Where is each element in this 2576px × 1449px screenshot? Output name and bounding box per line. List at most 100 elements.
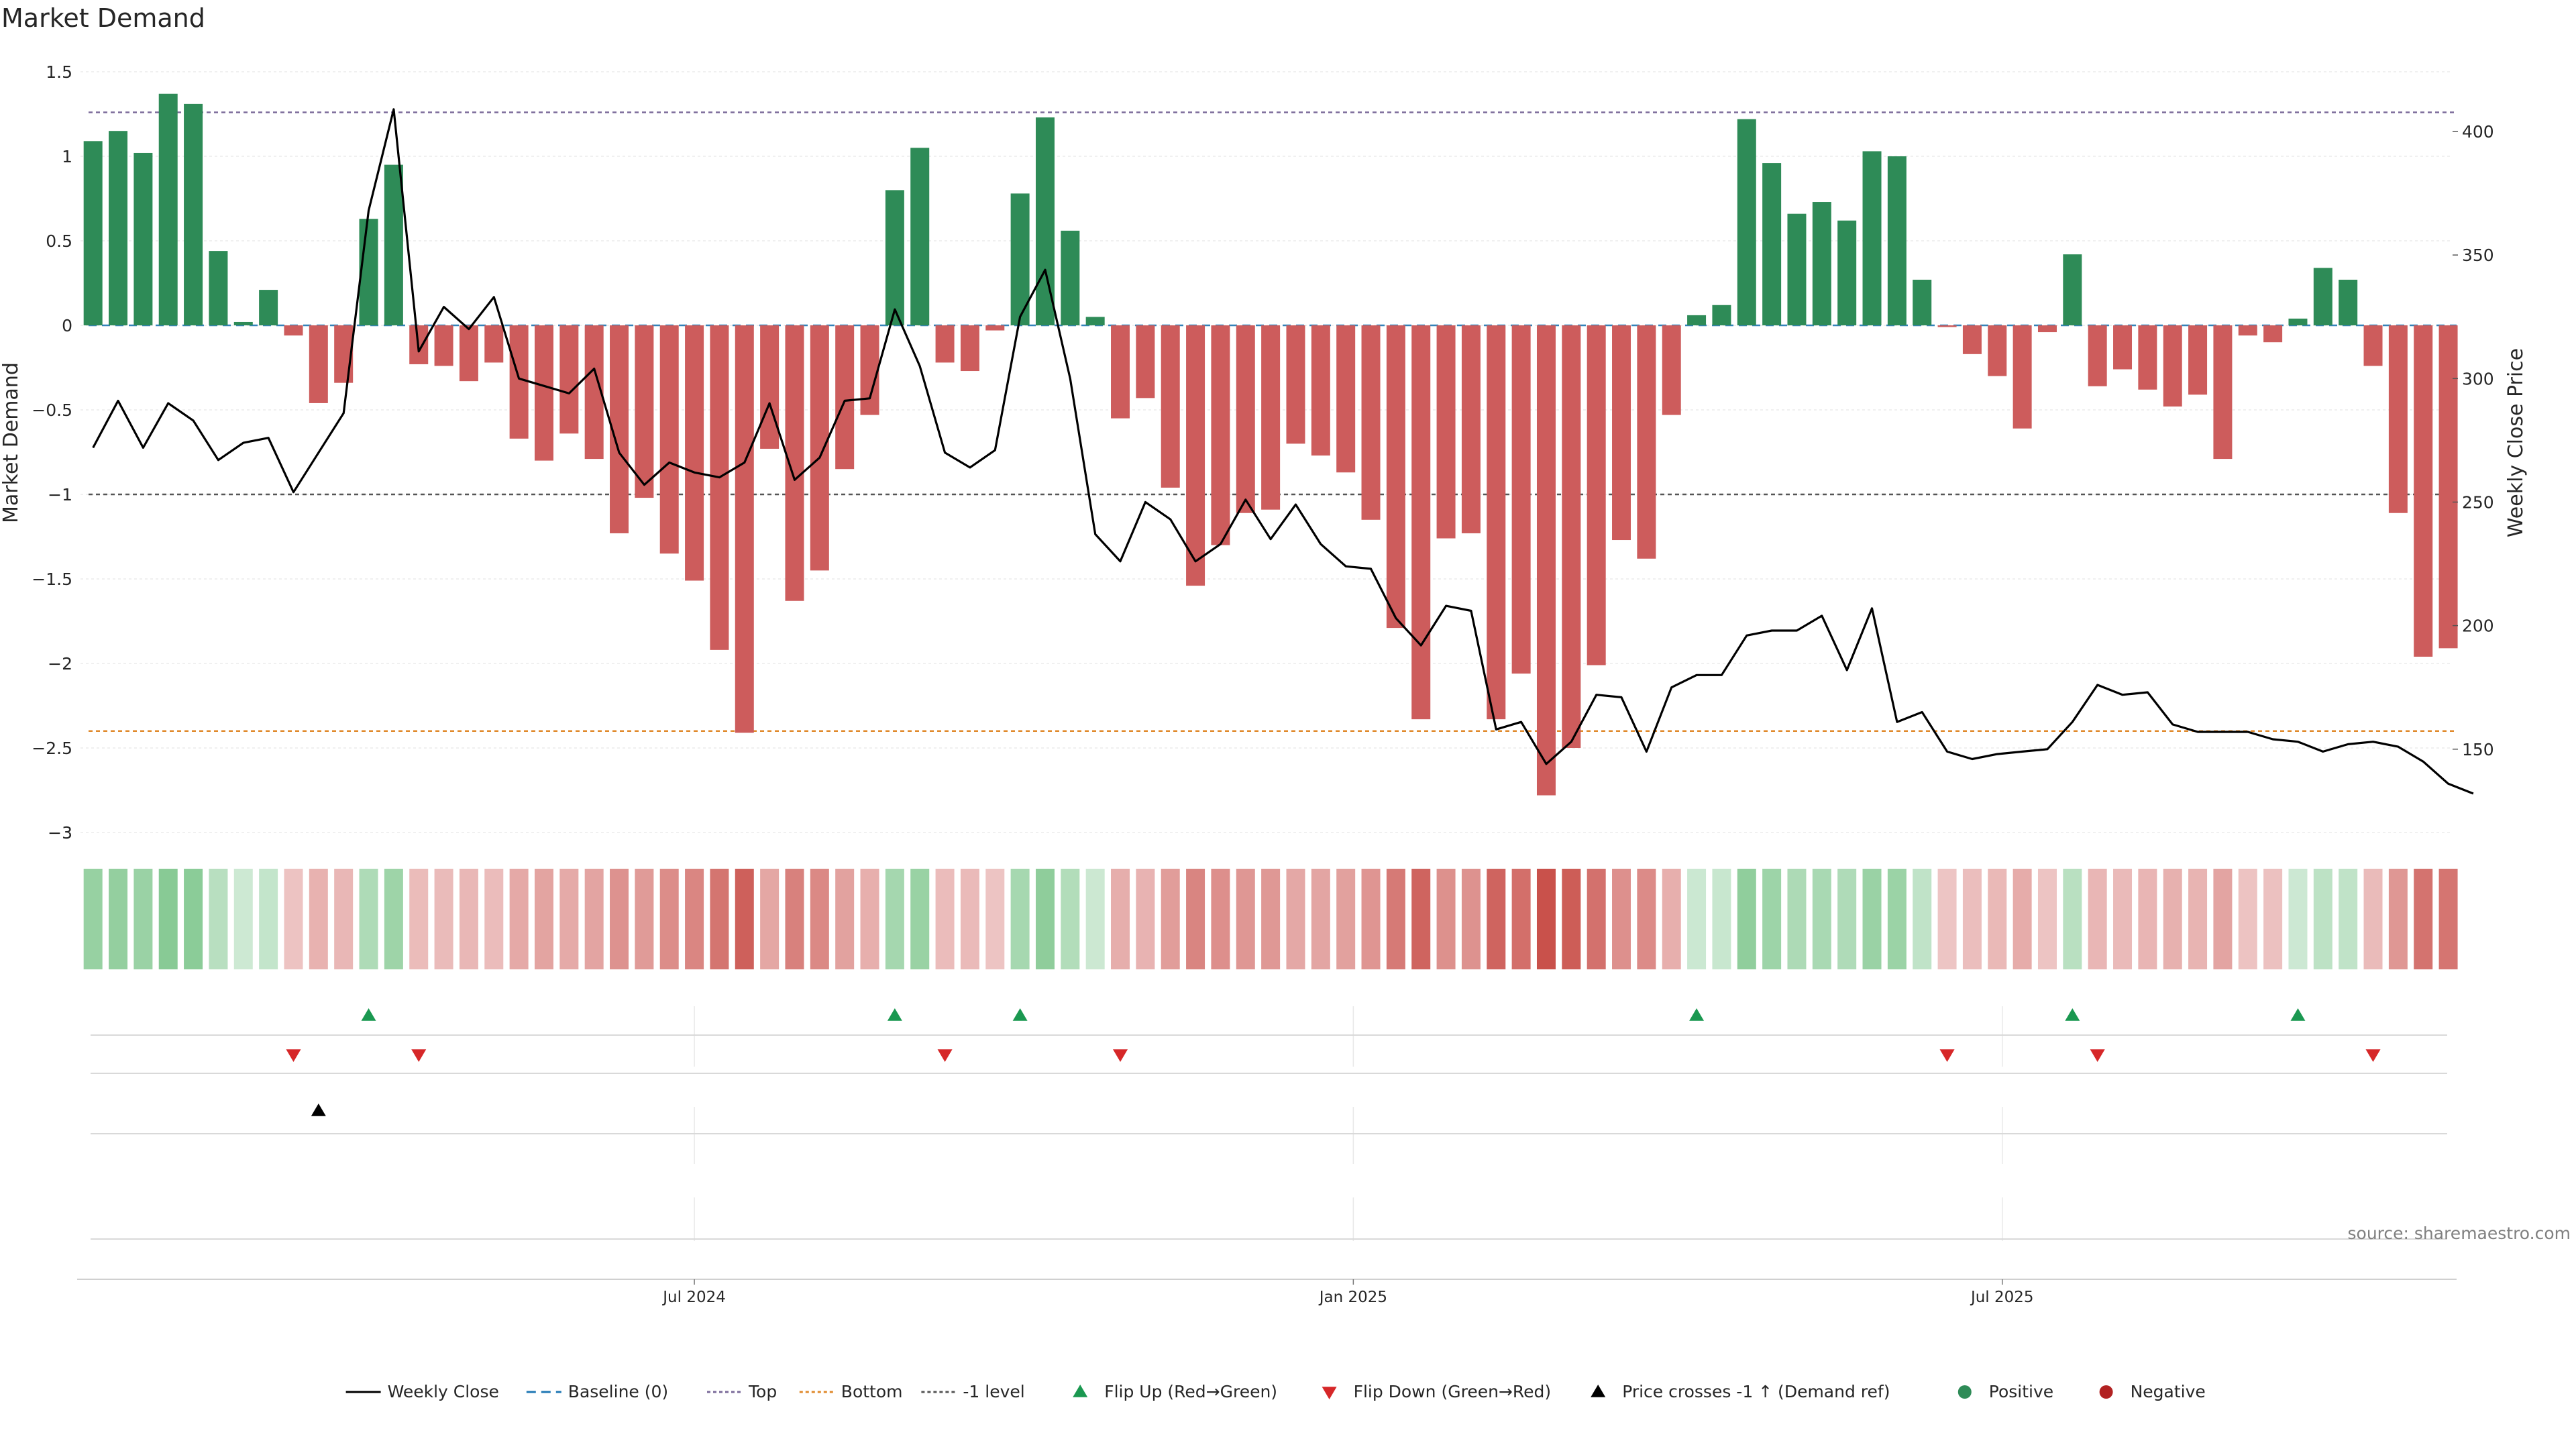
demand-bar bbox=[960, 325, 979, 372]
heat-cell bbox=[1962, 869, 1982, 969]
demand-bar bbox=[109, 131, 128, 325]
demand-bar bbox=[2238, 325, 2257, 336]
price-line-layer bbox=[92, 108, 2474, 795]
heat-cell bbox=[1361, 869, 1381, 969]
demand-bar bbox=[710, 325, 729, 650]
demand-bar bbox=[1988, 325, 2007, 376]
flip-down-marker bbox=[2365, 1049, 2381, 1062]
flip-up-marker bbox=[1012, 1008, 1028, 1021]
flip-up-marker bbox=[2290, 1008, 2306, 1021]
demand-bar bbox=[1311, 325, 1330, 456]
demand-bar bbox=[2213, 325, 2233, 460]
demand-bar bbox=[1411, 325, 1431, 720]
demand-bar bbox=[1536, 325, 1556, 796]
legend-item: -1 level bbox=[921, 1382, 1025, 1401]
demand-bar bbox=[259, 290, 278, 325]
demand-bar bbox=[484, 325, 504, 363]
demand-bar bbox=[83, 141, 103, 325]
legend-item: Negative bbox=[2099, 1382, 2206, 1401]
heat-cell bbox=[484, 869, 504, 969]
y2-axis-label: Weekly Close Price bbox=[2504, 348, 2528, 537]
heat-cell bbox=[1637, 869, 1656, 969]
demand-bar bbox=[459, 325, 478, 382]
demand-bar bbox=[985, 325, 1005, 331]
demand-bar bbox=[1712, 305, 1731, 325]
heat-cell bbox=[133, 869, 153, 969]
demand-bar bbox=[2363, 325, 2383, 366]
heat-cell bbox=[885, 869, 904, 969]
event-rows bbox=[91, 1006, 2447, 1241]
legend-item: Top bbox=[707, 1382, 777, 1401]
heat-cell bbox=[1261, 869, 1281, 969]
demand-bar bbox=[2163, 325, 2182, 407]
heat-cell bbox=[1887, 869, 1907, 969]
heat-cell bbox=[835, 869, 855, 969]
y-tick-label: 0.5 bbox=[46, 231, 72, 251]
heat-cell bbox=[1587, 869, 1606, 969]
heat-cell bbox=[1487, 869, 1506, 969]
legend-swatch bbox=[1073, 1385, 1088, 1397]
demand-bar bbox=[1887, 156, 1907, 325]
demand-bar bbox=[1061, 230, 1080, 325]
legend-label: Negative bbox=[2131, 1382, 2206, 1401]
demand-bar bbox=[284, 325, 303, 336]
demand-bar bbox=[1511, 325, 1531, 674]
heat-cell bbox=[1812, 869, 1831, 969]
flip-down-marker bbox=[411, 1049, 427, 1062]
heat-cell bbox=[559, 869, 579, 969]
heat-cell bbox=[584, 869, 604, 969]
heat-cell bbox=[334, 869, 354, 969]
y-axis-label: Market Demand bbox=[0, 362, 23, 523]
legend-swatch bbox=[2099, 1385, 2113, 1399]
heat-cell bbox=[534, 869, 553, 969]
demand-bar bbox=[885, 190, 904, 325]
heat-cell bbox=[610, 869, 629, 969]
demand-bar bbox=[2313, 268, 2332, 325]
heat-cell bbox=[1286, 869, 1305, 969]
demand-bar bbox=[1737, 119, 1756, 325]
heat-cell bbox=[685, 869, 704, 969]
demand-bar bbox=[1913, 279, 1932, 325]
legend-label: Flip Down (Green→Red) bbox=[1354, 1382, 1552, 1401]
demand-bar bbox=[559, 325, 579, 434]
heat-cell bbox=[735, 869, 754, 969]
demand-bar bbox=[1687, 315, 1707, 325]
legend-label: Flip Up (Red→Green) bbox=[1104, 1382, 1277, 1401]
y-axis-left: 1.5 1 0.5 0 −0.5 −1 −1.5 −2 −2.5 −3 bbox=[32, 62, 72, 843]
legend-label: Bottom bbox=[841, 1382, 903, 1401]
y-tick-label: −1.5 bbox=[32, 570, 72, 589]
demand-bars bbox=[83, 93, 2458, 796]
heat-cell bbox=[109, 869, 128, 969]
demand-bar bbox=[1812, 202, 1831, 325]
heat-cell bbox=[1988, 869, 2007, 969]
heat-cell bbox=[1461, 869, 1481, 969]
flip-up-marker bbox=[887, 1008, 902, 1021]
demand-bar bbox=[1035, 117, 1055, 326]
demand-bar bbox=[685, 325, 704, 581]
heat-cell bbox=[1186, 869, 1205, 969]
heat-cell bbox=[1436, 869, 1456, 969]
demand-bar bbox=[2138, 325, 2157, 390]
heat-cell bbox=[2414, 869, 2433, 969]
heat-cell bbox=[158, 869, 178, 969]
demand-bar bbox=[2063, 254, 2082, 325]
demand-bar bbox=[1236, 325, 1255, 513]
legend-label: Price crosses -1 ↑ (Demand ref) bbox=[1622, 1382, 1890, 1401]
heat-cell bbox=[2339, 869, 2358, 969]
demand-bar bbox=[509, 325, 529, 439]
demand-bar bbox=[1161, 325, 1180, 488]
demand-bar bbox=[2414, 325, 2433, 657]
flip-down-marker bbox=[286, 1049, 301, 1062]
heat-cell bbox=[785, 869, 804, 969]
heat-cell bbox=[935, 869, 955, 969]
heat-cell bbox=[1612, 869, 1631, 969]
demand-bar bbox=[635, 325, 654, 498]
y-tick-label: −1 bbox=[48, 485, 72, 504]
heat-cell bbox=[1837, 869, 1857, 969]
heat-cell bbox=[1737, 869, 1756, 969]
demand-bar bbox=[2388, 325, 2408, 513]
demand-bar bbox=[1762, 163, 1782, 325]
heat-cell bbox=[409, 869, 429, 969]
heat-cell bbox=[1536, 869, 1556, 969]
